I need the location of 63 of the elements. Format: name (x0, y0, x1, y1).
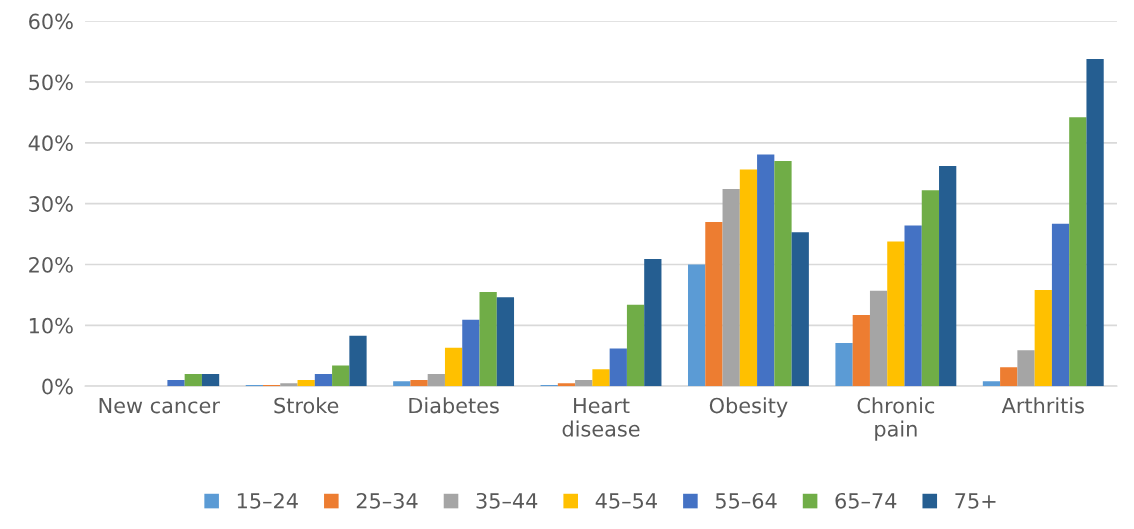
legend-label: 45–54 (595, 493, 657, 509)
bar (1069, 117, 1087, 387)
x-tick-label: Obesity (709, 397, 788, 418)
bar (427, 374, 445, 387)
y-tick-label: 10% (29, 317, 73, 334)
bar (410, 380, 428, 387)
bar (1051, 223, 1070, 387)
legend-label: 65–74 (835, 492, 897, 509)
bar (462, 319, 480, 387)
bar (167, 380, 185, 387)
bar (332, 365, 350, 387)
bar (1000, 367, 1018, 387)
bar (609, 348, 627, 387)
x-tick-label: New cancer (99, 397, 220, 414)
x-tick-label: Diabetes (409, 397, 499, 414)
legend-label: 35–44 (476, 492, 538, 509)
bar (184, 374, 202, 387)
bar (314, 374, 333, 387)
bar (575, 380, 593, 387)
x-tick-label: Stroke (274, 397, 339, 414)
bar (739, 169, 758, 387)
bar (869, 290, 888, 387)
legend-label: 75+ (955, 493, 996, 509)
legend-label: 15–24 (237, 492, 298, 509)
y-tick-label: 0% (42, 378, 73, 395)
bar (774, 161, 792, 387)
bar (688, 264, 706, 387)
bar (757, 154, 775, 387)
bar (791, 232, 809, 387)
bar (557, 383, 576, 387)
y-tick-label: 20% (29, 256, 73, 273)
y-tick-label: 40% (28, 135, 73, 152)
bar (705, 221, 723, 387)
bar (592, 369, 610, 387)
bar (835, 342, 853, 387)
bar (201, 374, 220, 387)
x-tick-label: Arthritis (1001, 397, 1084, 414)
bar (626, 304, 645, 387)
bar (496, 297, 515, 387)
bar (644, 259, 662, 387)
bar (349, 335, 367, 387)
x-tick-label: Chronic pain (857, 397, 935, 441)
bar (887, 241, 905, 387)
bar (280, 383, 298, 387)
bar (444, 347, 463, 387)
y-tick-label: 30% (29, 196, 73, 212)
bar (904, 225, 922, 387)
bar (479, 291, 497, 387)
bar (1034, 290, 1052, 387)
bar (939, 165, 957, 387)
x-tick-label: Heart disease (562, 397, 640, 437)
bar (297, 380, 315, 387)
legend-label: 55–64 (715, 492, 777, 509)
bar (1017, 350, 1035, 387)
bar (722, 189, 740, 387)
legend-label: 25–34 (356, 492, 418, 509)
bar (852, 314, 870, 387)
bar (1086, 58, 1104, 387)
bar (982, 381, 1001, 387)
y-tick-label: 50% (29, 74, 73, 91)
bar (393, 381, 411, 387)
bar (921, 190, 940, 387)
y-tick-label: 60% (29, 13, 73, 30)
